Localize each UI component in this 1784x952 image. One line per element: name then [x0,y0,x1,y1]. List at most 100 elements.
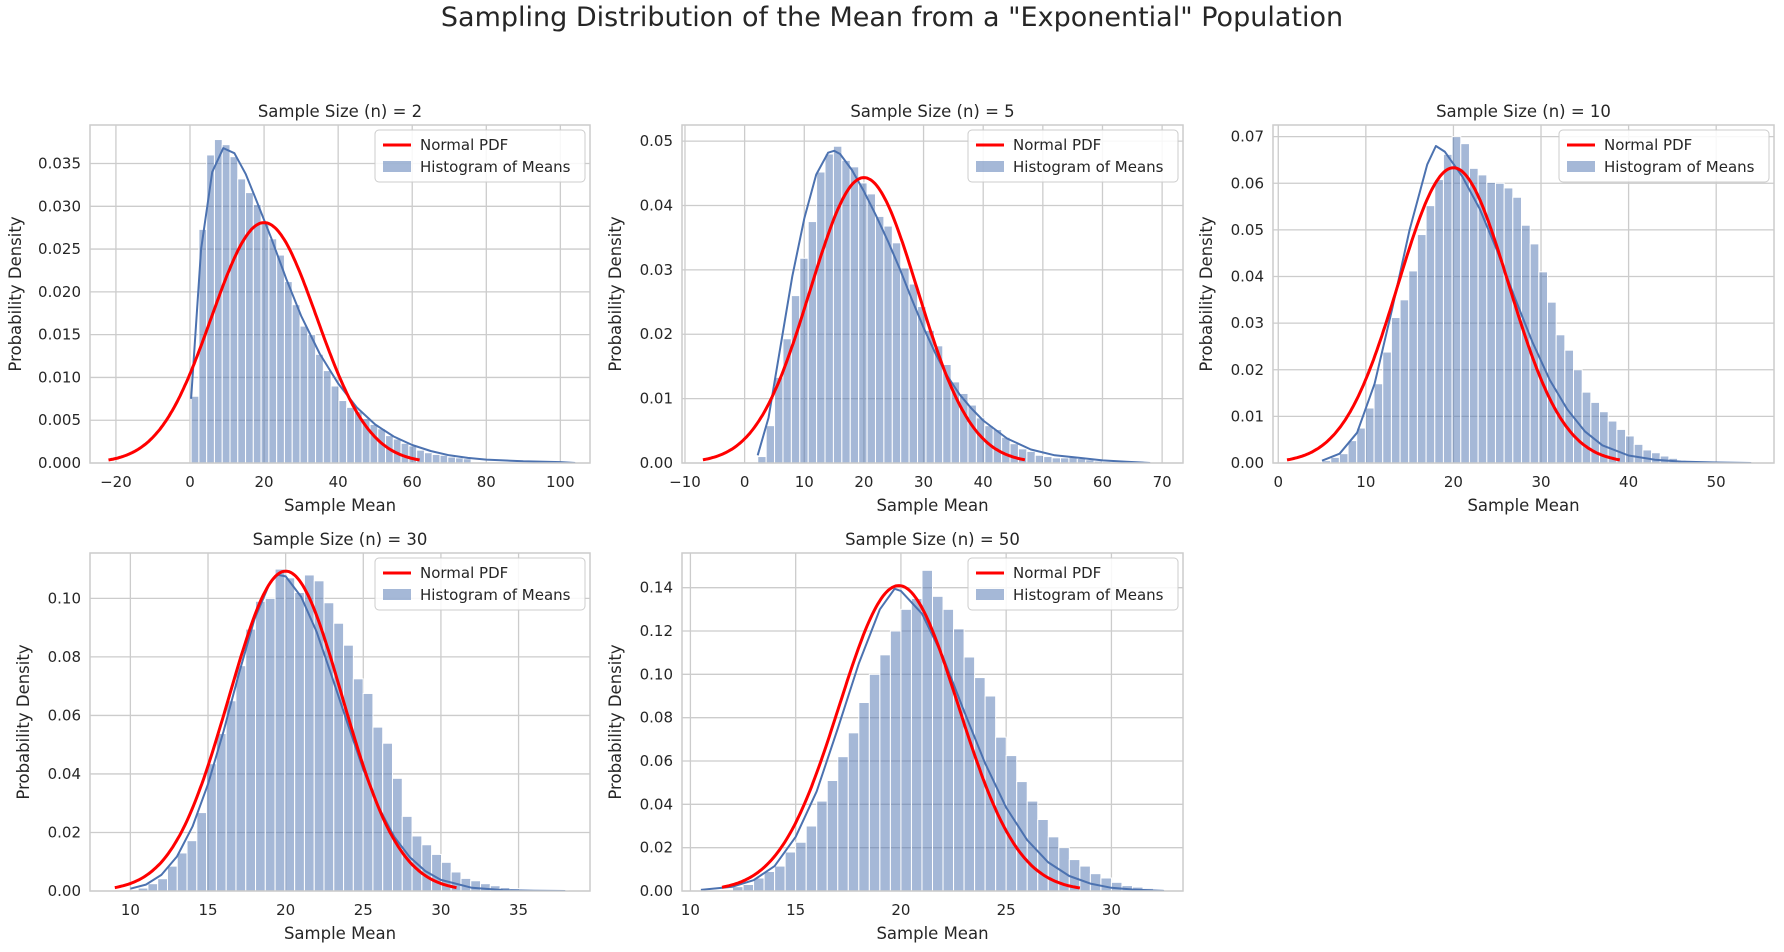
histogram-bar [225,700,237,891]
y-tick-label: 0.035 [38,155,81,173]
histogram-bar [190,395,200,463]
histogram-bar [431,853,442,891]
normal-pdf-line [114,569,457,890]
histogram-bar [283,281,293,463]
legend-swatch-histogram [976,161,1004,172]
x-tick-label: 0 [740,473,750,491]
x-tick-label: 60 [403,473,422,491]
histogram-bars [137,568,570,891]
histogram-bar [260,221,270,463]
histogram-bar [447,456,457,463]
y-tick-label: 0.12 [640,622,673,640]
histogram-bar [186,840,198,891]
y-tick-label: 0.00 [1231,454,1264,472]
histogram-bar [868,673,881,891]
x-tick-label: 35 [509,901,528,919]
subplot-title: Sample Size (n) = 2 [258,102,422,121]
kde-line [130,573,566,891]
histogram-bar [235,665,247,891]
histogram-bar [795,841,807,891]
histogram-bar [291,304,301,463]
x-axis-label: Sample Mean [876,496,988,515]
legend-label: Normal PDF [420,564,508,582]
normal-pdf-line [702,176,1026,462]
y-tick-label: 0.10 [640,665,673,683]
histogram-bar [1434,179,1444,463]
histogram-bar [252,204,262,463]
histogram-bar [1382,351,1392,463]
y-axis-label: Probability Density [6,216,25,371]
histogram-bar [333,622,345,891]
legend-label: Histogram of Means [420,586,571,604]
histogram-bar [423,452,433,463]
subplot-title: Sample Size (n) = 5 [850,102,1014,121]
subplot-5: 10 15 20 25 30 0.00 0.02 0.04 0.06 0.08 0.10 0.12 0.… [606,530,1184,943]
legend-label: Normal PDF [1013,564,1101,582]
histogram-bar [790,295,801,463]
histogram-bar [832,145,843,463]
legend-box [967,557,1179,611]
histogram-bar [338,400,348,463]
y-tick-label: 0.14 [640,579,673,597]
histogram-bar [866,193,876,463]
x-tick-label: 70 [1153,473,1172,491]
y-tick-label: 0.00 [48,882,81,900]
legend: Normal PDF Histogram of Means [967,557,1179,611]
legend-label: Normal PDF [1604,136,1692,154]
histogram-bar [1037,819,1049,891]
histogram-bar [1390,317,1401,463]
y-tick-label: 0.02 [640,839,673,857]
y-tick-label: 0.08 [640,709,673,727]
subplot-2: −10 0 10 20 30 40 50 60 70 0.00 0.01 0.02 0.03 0.04 0.… [606,102,1184,515]
x-tick-label: 10 [1356,473,1375,491]
histogram-bar [974,677,986,891]
histogram-bar [1633,443,1644,463]
histogram-bars [1321,136,1713,463]
y-tick-label: 0.00 [640,454,673,472]
histogram-bar [847,732,860,891]
x-tick-label: 0 [1273,473,1283,491]
histogram-bar [1451,136,1462,463]
y-tick-label: 0.02 [48,823,81,841]
legend: Normal PDF Histogram of Means [967,129,1179,183]
histogram-bar [330,385,340,463]
histogram-bar [1100,877,1112,891]
x-tick-label: 20 [854,473,873,491]
legend-box [374,557,586,611]
y-tick-label: 0.01 [1231,407,1264,425]
x-tick-label: 50 [1033,473,1052,491]
histogram-bar [1616,428,1627,463]
y-tick-label: 0.01 [640,390,673,408]
x-axis-label: Sample Mean [876,924,988,943]
histogram-bar [1110,881,1123,891]
legend-swatch-histogram [1567,161,1595,172]
histogram-bar [963,656,976,891]
histogram-bar [805,825,818,891]
histogram-bar [900,608,912,891]
histogram-bar [841,159,851,463]
legend-box [1558,129,1770,183]
histogram-bar [816,171,826,463]
histogram-bar [1642,449,1653,463]
legend-label: Histogram of Means [1604,158,1755,176]
kde-line [700,587,1165,891]
y-tick-label: 0.04 [1231,268,1264,286]
legend-label: Histogram of Means [420,158,571,176]
histogram-bar [891,242,902,463]
histogram-bar [346,406,355,463]
histogram-bar [858,182,868,463]
y-tick-label: 0.10 [48,589,81,607]
histogram-bar [157,878,168,891]
histogram-bar [889,630,902,891]
y-tick-label: 0.05 [1231,221,1264,239]
normal-pdf-line [1286,166,1621,462]
histogram-bar [147,883,159,891]
x-tick-label: 80 [477,473,496,491]
y-tick-label: 0.005 [38,411,81,429]
x-axis-label: Sample Mean [284,924,396,943]
histogram-bar [439,454,449,463]
axes-frame [89,124,591,464]
x-tick-label: 10 [121,901,140,919]
histogram-bar [1494,182,1505,463]
